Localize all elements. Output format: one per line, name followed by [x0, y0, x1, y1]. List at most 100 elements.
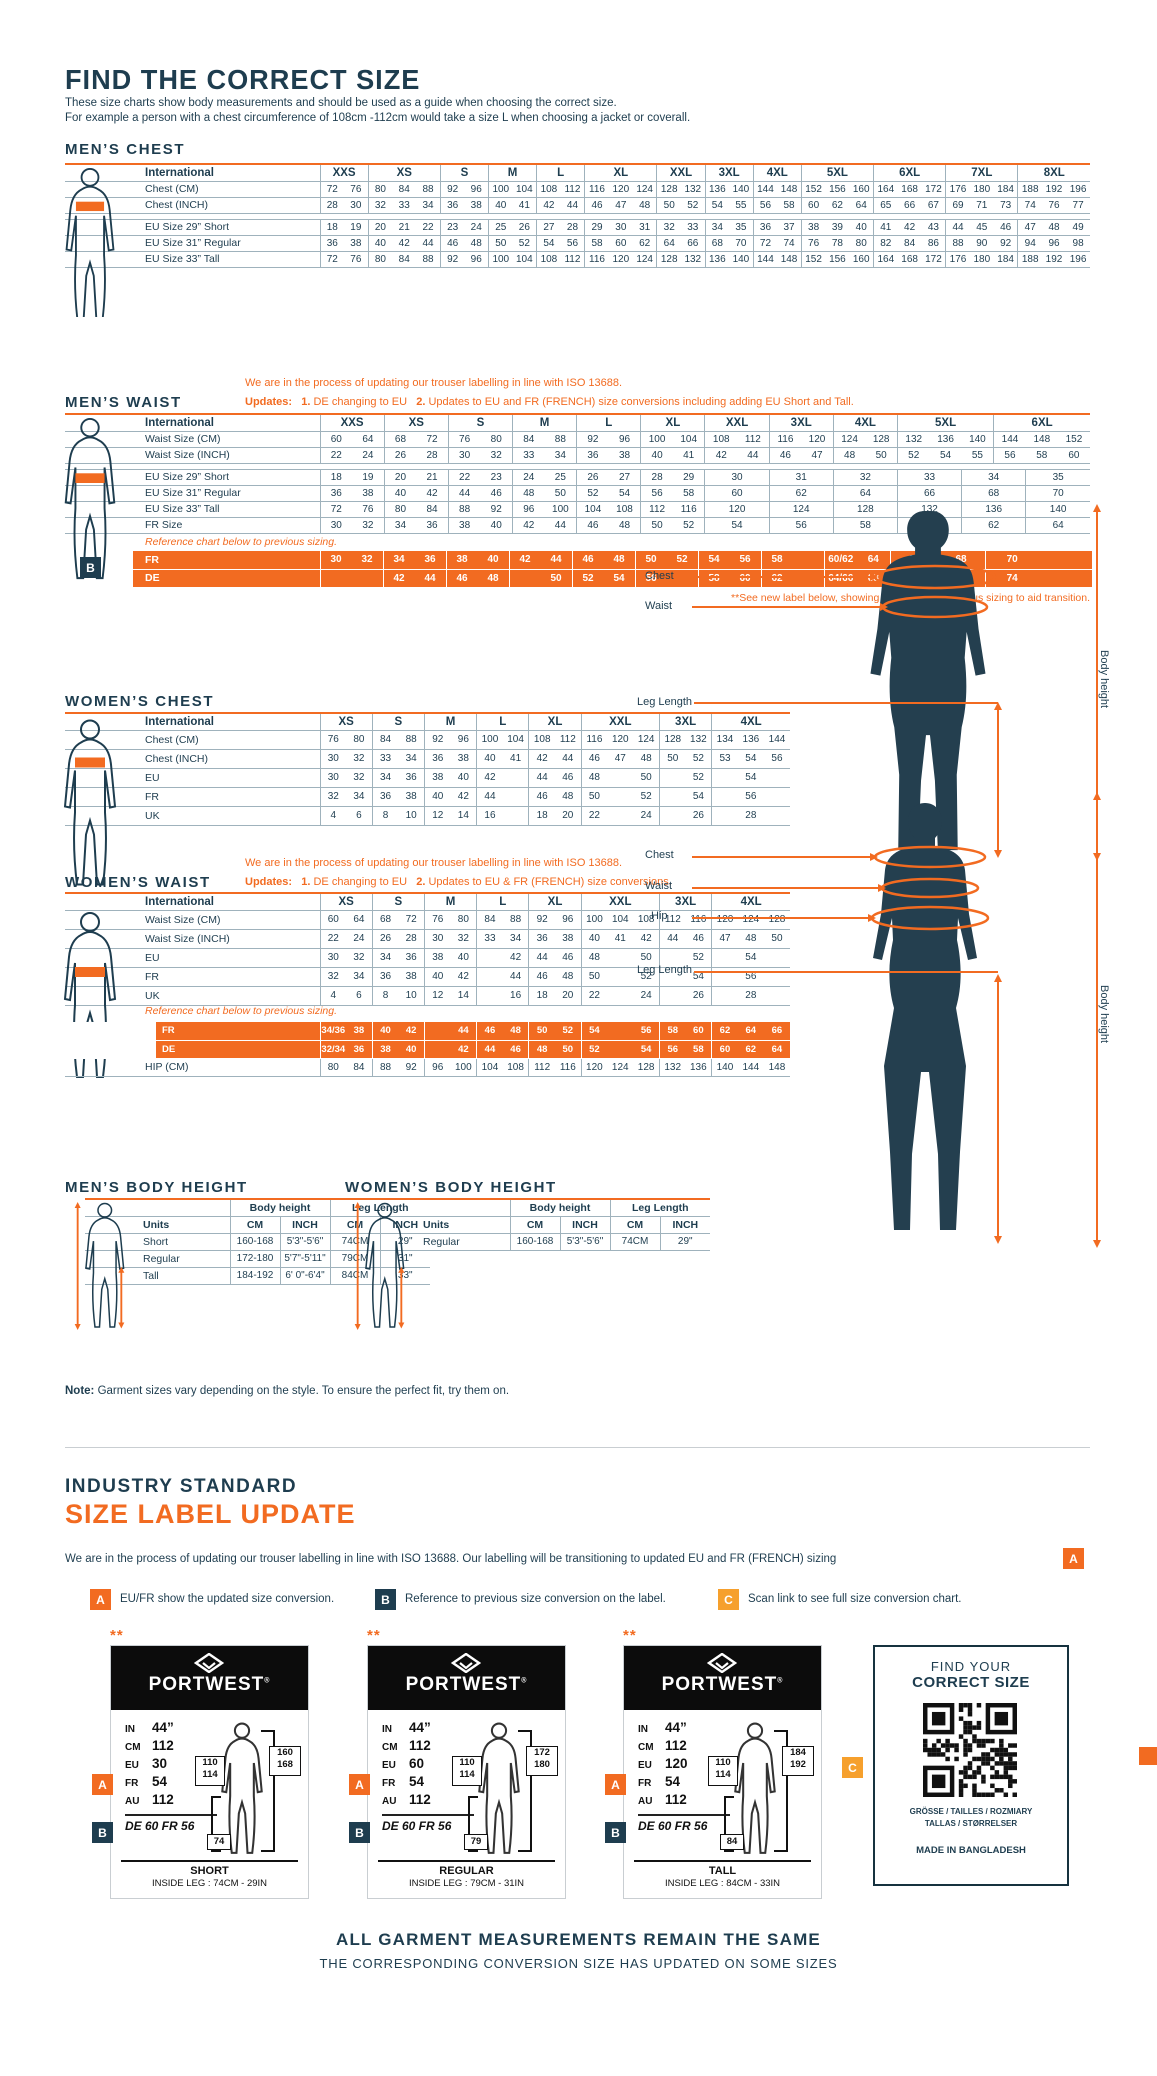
size-cell: 140 [729, 251, 754, 268]
size-cell: 54 [536, 235, 561, 252]
size-cell: 43 [921, 219, 946, 236]
size-cell [763, 768, 791, 788]
size-cell: 33 [392, 197, 417, 214]
reference-row-label: DE [133, 568, 320, 587]
size-cell: 144 [763, 730, 791, 750]
size-cell: 76 [344, 181, 369, 198]
reference-cell: 50 [508, 568, 572, 587]
size-cell: 44 [528, 948, 555, 968]
size-cell: 38 [371, 1040, 399, 1059]
row-label: Chest (CM) [65, 730, 320, 750]
size-cell: 152 [1057, 431, 1090, 448]
size-cell: 34 [371, 768, 399, 788]
size-cell: 112 [528, 1058, 555, 1077]
label-underline [382, 1814, 474, 1816]
reference-value: 44 [550, 554, 562, 566]
size-cell: 58 [777, 197, 802, 214]
size-cell: 42 [528, 749, 555, 769]
size-cell [502, 806, 529, 826]
size-cell: 48 [633, 749, 660, 769]
size-cell: 64 [656, 235, 681, 252]
reference-value: 62 [771, 572, 783, 584]
row-label: EU Size 31” Regular [65, 235, 320, 252]
size-cell: 88 [544, 431, 577, 448]
size-table: International XXS XS S M L XL XXL 3XL 4XL 5XL 6XL 7X… [65, 163, 1091, 268]
size-cell: 160 [849, 181, 874, 198]
size-cell: 22 [319, 447, 353, 464]
measure-box-side: 110 114 [708, 1756, 738, 1786]
measure-box-side: 110 114 [452, 1756, 482, 1786]
portwest-wordmark: PORTWEST® [111, 1674, 308, 1696]
size-cell: 64 [849, 197, 874, 214]
label-divider [121, 1860, 298, 1862]
size-row: Chest (CM) 76 80 84 88 92 96 100 104 108 112 116 120… [65, 730, 791, 750]
row-label: Waist Size (CM) [65, 910, 320, 930]
size-cell: 60 [704, 485, 770, 502]
size-cell: 32 [480, 447, 513, 464]
brand-text: PORTWEST [148, 1674, 265, 1695]
size-cell: 67 [921, 197, 946, 214]
label-card-header: PORTWEST® [368, 1646, 565, 1710]
update-1-num-w: 1. [301, 876, 311, 888]
size-cell: 60 [711, 1040, 738, 1059]
size-cell: 152 [800, 181, 826, 198]
bh-empty [365, 1199, 510, 1217]
size-cell: 32 [319, 967, 347, 987]
size-cell: 24 [633, 806, 660, 826]
reference-value: 74 [1006, 572, 1018, 584]
size-cell: 52 [633, 967, 660, 987]
reference-value: 50 [645, 554, 657, 566]
size-cell: 96 [450, 730, 477, 750]
size-cell: 52 [576, 485, 609, 502]
bh-cell: 5'3"-5'6" [559, 1233, 611, 1251]
size-unit: CM [125, 1742, 141, 1753]
row-label: Chest (INCH) [65, 749, 320, 769]
label-size-row: EU 60 [382, 1756, 424, 1771]
size-cell: 96 [464, 181, 489, 198]
bh-empty [85, 1199, 230, 1217]
size-cell: 172 [921, 251, 946, 268]
size-cell: 84 [476, 910, 503, 930]
label-inside-leg: INSIDE LEG : 84CM - 33IN [664, 1878, 781, 1889]
size-cell: 44 [447, 485, 481, 502]
size-cell: 152 [800, 251, 826, 268]
size-cell [763, 787, 791, 807]
size-column-header: 4XL [711, 893, 791, 911]
size-cell [658, 967, 686, 987]
reference-value: 56 [739, 554, 751, 566]
international-label: International [65, 414, 320, 432]
size-cell: 66 [681, 235, 706, 252]
womens-waist-figure-icon [64, 912, 116, 1078]
size-cell: 42 [633, 929, 660, 949]
size-cell: 50 [640, 517, 673, 534]
size-cell: 26 [685, 986, 712, 1006]
size-cell: 128 [865, 431, 898, 448]
size-column-header: XS [383, 414, 449, 432]
size-cell: 48 [511, 485, 545, 502]
size-cell: 40 [450, 768, 477, 788]
womens-waist-note-text: We are in the process of updating our tr… [245, 857, 623, 869]
size-cell: 42 [536, 197, 561, 214]
size-value: 120 [665, 1756, 688, 1771]
size-cell: 52 [685, 948, 712, 968]
label-size-row: FR 54 [382, 1774, 424, 1789]
bh-cell: 5'3"-5'6" [279, 1233, 331, 1251]
size-unit: IN [382, 1724, 392, 1735]
size-column-header: 3XL [768, 414, 834, 432]
size-cell: 116 [580, 730, 608, 750]
size-cell: 12 [423, 986, 451, 1006]
bh-cell: 74CM [609, 1233, 661, 1251]
size-cell: 116 [584, 251, 609, 268]
size-cell: 47 [608, 197, 633, 214]
size-cell: 48 [832, 447, 866, 464]
row-label: DE [65, 1040, 320, 1059]
size-cell: 32 [346, 749, 373, 769]
label-inside-leg: INSIDE LEG : 74CM - 29IN [151, 1878, 268, 1889]
label-size-row: FR 54 [125, 1774, 167, 1789]
size-cell: 60 [608, 235, 633, 252]
size-cell: 92 [576, 431, 609, 448]
reference-value: 68 [955, 554, 967, 566]
size-cell: 38 [423, 768, 451, 788]
measure-box-height: 160 168 [269, 1746, 301, 1776]
measure-box-side: 110 114 [195, 1756, 225, 1786]
